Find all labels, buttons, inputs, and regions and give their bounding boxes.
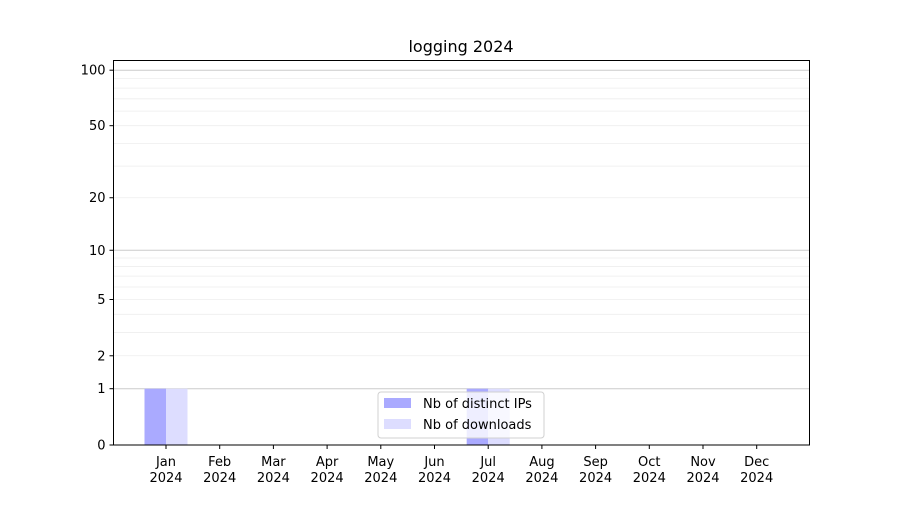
x-tick-label: Oct 2024 [633,455,666,486]
y-tick-label: 20 [89,191,106,206]
x-tick-month: Jun [423,455,444,470]
legend: Nb of distinct IPs Nb of downloads [377,391,545,439]
axes-frame [113,60,810,446]
y-tick-label: 1 [97,382,105,397]
x-tick-month: Jul [479,455,496,470]
x-tick-label: Apr 2024 [311,455,344,486]
x-tick-label: Nov 2024 [686,455,719,486]
legend-label: Nb of downloads [423,418,532,433]
y-tick-label: 0 [97,439,105,454]
y-tick-label: 50 [89,119,106,134]
x-tick-year: 2024 [203,471,236,486]
x-tick-year: 2024 [149,471,182,486]
y-tick-label: 5 [97,293,105,308]
x-tick-year: 2024 [472,471,505,486]
x-tick-label: Dec 2024 [740,455,773,486]
x-tick-label: Sep 2024 [579,455,612,486]
bar-distinct-ips [144,388,166,445]
bar-downloads [166,388,188,445]
y-tick-label: 10 [89,244,106,259]
x-tick-year: 2024 [257,471,290,486]
chart-title: logging 2024 [408,37,513,56]
y-tick-label: 100 [81,64,106,79]
x-tick-month: Mar [261,455,286,470]
x-tick-month: Apr [316,455,339,470]
x-tick-month: Jan [155,455,176,470]
x-tick-month: Nov [690,455,716,470]
x-tick-label: Aug 2024 [525,455,558,486]
x-tick-year: 2024 [311,471,344,486]
x-tick-year: 2024 [740,471,773,486]
legend-swatch [384,419,411,429]
x-tick-month: May [367,455,394,470]
legend-box [377,391,545,439]
legend-label: Nb of distinct IPs [423,397,532,412]
x-tick-label: May 2024 [364,455,397,486]
x-tick-label: Jul 2024 [472,455,505,486]
x-tick-label: Mar 2024 [257,455,290,486]
x-tick-year: 2024 [525,471,558,486]
x-tick-year: 2024 [364,471,397,486]
x-tick-year: 2024 [686,471,719,486]
x-tick-month: Sep [583,455,608,470]
x-tick-label: Jun 2024 [418,455,451,486]
legend-swatch [384,398,411,408]
x-tick-year: 2024 [633,471,666,486]
x-tick-year: 2024 [418,471,451,486]
y-tick-label: 2 [97,349,105,364]
x-tick-month: Dec [744,455,769,470]
x-tick-month: Feb [208,455,231,470]
x-tick-year: 2024 [579,471,612,486]
x-tick-label: Feb 2024 [203,455,236,486]
x-tick-month: Aug [529,455,554,470]
x-tick-label: Jan 2024 [149,455,182,486]
x-tick-month: Oct [638,455,660,470]
